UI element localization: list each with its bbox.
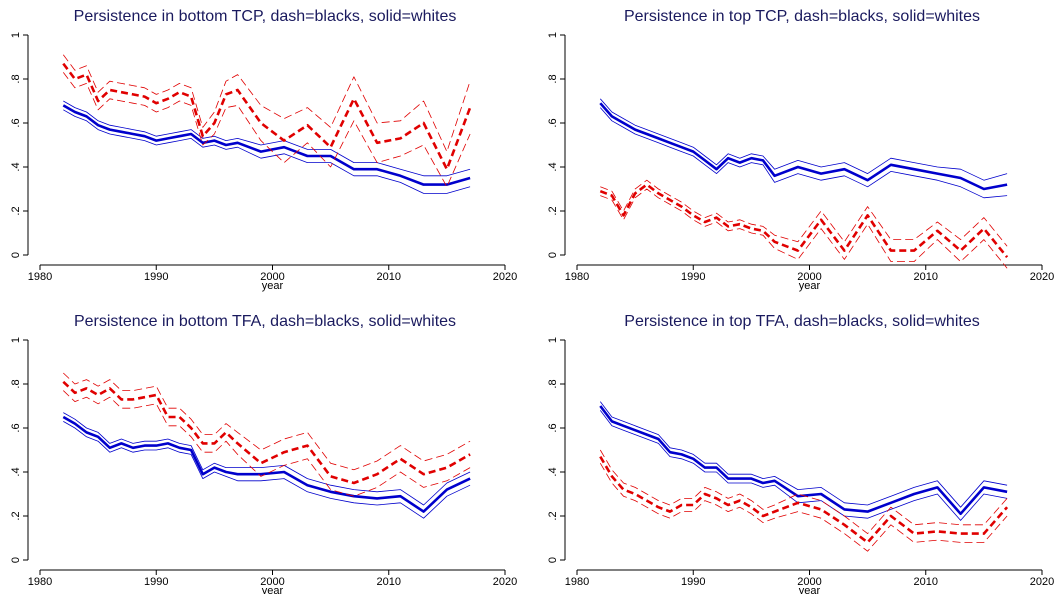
series-line <box>599 405 1008 516</box>
y-tick-label: 0 <box>547 557 559 563</box>
y-tick-label: .6 <box>547 423 559 432</box>
x-tick-label: 2000 <box>260 271 284 283</box>
y-tick-label: .6 <box>547 118 559 127</box>
series-line <box>62 380 471 485</box>
ci-lower <box>63 390 471 497</box>
panel: Persistence in bottom TCP, dash=blacks, … <box>10 8 517 292</box>
y-tick-label: .8 <box>10 379 22 388</box>
x-tick-label: 2020 <box>493 576 517 588</box>
ci-upper <box>63 412 471 506</box>
y-tick-label: 1 <box>547 32 559 38</box>
y-tick-label: .4 <box>547 162 559 171</box>
ci-upper <box>599 401 1008 508</box>
ci-upper <box>62 54 471 152</box>
y-tick-label: 1 <box>547 337 559 343</box>
y-tick-label: .8 <box>547 74 559 83</box>
y-tick-label: .8 <box>10 74 22 83</box>
ci-upper <box>599 449 1008 534</box>
x-tick-label: 2020 <box>493 271 517 283</box>
panel: Persistence in top TFA, dash=blacks, sol… <box>547 313 1054 594</box>
ci-lower <box>62 72 471 188</box>
x-tick-label: 1980 <box>565 576 589 588</box>
x-axis-label: year <box>799 280 821 292</box>
x-axis-label: year <box>262 280 284 292</box>
x-tick-label: 1990 <box>681 271 705 283</box>
x-tick-label: 1990 <box>681 576 705 588</box>
y-tick-label: 0 <box>547 252 559 258</box>
x-tick-label: 2010 <box>914 576 938 588</box>
y-tick-label: 0 <box>10 252 22 258</box>
x-tick-label: 2010 <box>377 271 401 283</box>
x-tick-label: 2010 <box>377 576 401 588</box>
panel-title: Persistence in bottom TCP, dash=blacks, … <box>74 8 457 25</box>
y-tick-label: 1 <box>10 32 22 38</box>
ci-lower <box>599 462 1008 552</box>
panel-title: Persistence in top TFA, dash=blacks, sol… <box>624 313 979 330</box>
panel: Persistence in top TCP, dash=blacks, sol… <box>547 8 1054 292</box>
x-tick-label: 1990 <box>144 576 168 588</box>
series-line <box>62 415 471 513</box>
y-tick-label: .2 <box>10 511 22 520</box>
x-tick-label: 2010 <box>914 271 938 283</box>
panel-title: Persistence in bottom TFA, dash=blacks, … <box>74 313 456 330</box>
y-tick-label: .4 <box>10 467 22 476</box>
x-tick-label: 2000 <box>260 576 284 588</box>
series-line <box>599 455 1009 544</box>
y-tick-label: .2 <box>547 206 559 215</box>
x-axis-label: year <box>262 585 284 594</box>
series-line <box>62 62 472 171</box>
y-tick-label: .6 <box>10 118 22 127</box>
x-tick-label: 2000 <box>797 271 821 283</box>
series-line <box>62 104 471 186</box>
y-tick-label: 1 <box>10 337 22 343</box>
y-tick-label: .4 <box>547 467 559 476</box>
y-tick-label: .8 <box>547 379 559 388</box>
ci-lower <box>63 109 471 194</box>
ci-upper <box>599 98 1008 181</box>
ci-lower <box>599 410 1008 521</box>
y-tick-label: 0 <box>10 557 22 563</box>
y-tick-label: .2 <box>547 511 559 520</box>
x-tick-label: 1980 <box>565 271 589 283</box>
y-tick-label: .2 <box>10 206 22 215</box>
ci-lower <box>599 107 1008 199</box>
x-axis-label: year <box>799 585 821 594</box>
ci-upper <box>63 372 471 471</box>
y-tick-label: .4 <box>10 162 22 171</box>
x-tick-label: 1980 <box>28 271 52 283</box>
ci-upper <box>600 179 1008 247</box>
panel-title: Persistence in top TCP, dash=blacks, sol… <box>624 8 980 25</box>
ci-lower <box>63 421 471 519</box>
x-tick-label: 2000 <box>797 576 821 588</box>
x-tick-label: 1990 <box>144 271 168 283</box>
x-tick-label: 1980 <box>28 576 52 588</box>
panel: Persistence in bottom TFA, dash=blacks, … <box>10 313 517 594</box>
ci-upper <box>63 100 471 177</box>
x-tick-label: 2020 <box>1030 271 1054 283</box>
series-line <box>599 183 1009 259</box>
x-tick-label: 2020 <box>1030 576 1054 588</box>
series-line <box>599 102 1008 191</box>
y-tick-label: .6 <box>10 423 22 432</box>
ci-lower <box>600 188 1008 269</box>
